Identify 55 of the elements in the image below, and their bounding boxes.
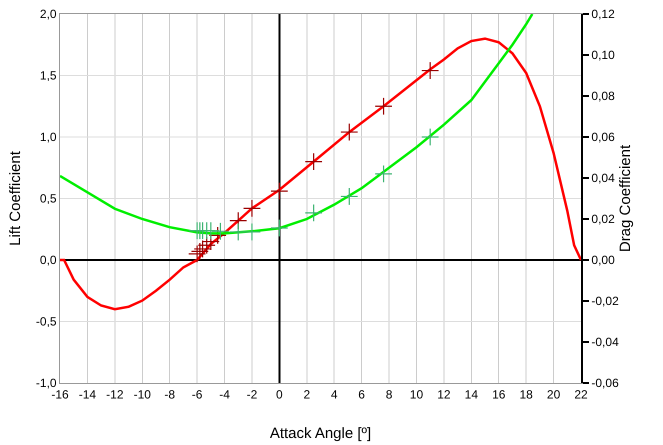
y-tick-label: 0,0 [40, 253, 57, 268]
x-tick-label: 8 [386, 387, 393, 402]
y-tick-label: 1,0 [40, 130, 57, 144]
point [374, 164, 393, 183]
y2-tick-label: 0,08 [591, 89, 616, 104]
point [270, 219, 288, 238]
y-tick-label: 1,5 [40, 68, 57, 83]
point [374, 97, 393, 116]
x-tick-label: 12 [437, 387, 451, 402]
x-tick-label: 2 [303, 387, 310, 402]
x-tick-label: 4 [330, 387, 338, 402]
point [270, 182, 288, 200]
x-tick-label: 14 [464, 387, 478, 402]
y-tick-label: 2,0 [40, 7, 57, 22]
x-tick-label: 10 [410, 387, 424, 402]
y-tick-label: -0,5 [36, 314, 57, 329]
x-tick-label: -10 [134, 387, 152, 402]
x-tick-label: 6 [358, 387, 366, 402]
x-tick-label: 16 [492, 387, 506, 402]
y2-tick-label: -0,06 [591, 376, 620, 390]
point [198, 236, 216, 254]
y2-tick-label: 0,06 [591, 130, 616, 144]
x-tick-label: 20 [546, 387, 561, 402]
x-tick-label: 0 [276, 387, 284, 402]
point [340, 123, 358, 142]
line-series [60, 14, 534, 235]
x-tick-label: 18 [519, 387, 534, 402]
point [211, 222, 230, 240]
x-tick-label: -4 [219, 387, 230, 402]
y-tick-label: 0,5 [40, 192, 57, 206]
x-tick-label: -2 [246, 387, 258, 402]
y-axis-title: Lift Coefficient [7, 150, 24, 246]
point [340, 187, 358, 206]
point [242, 199, 261, 218]
y2-tick-label: 0,02 [591, 212, 616, 226]
point [421, 62, 440, 80]
x-tick-label: -6 [192, 387, 203, 402]
y2-tick-label: 0,00 [591, 253, 616, 268]
point [421, 128, 440, 146]
x-tick-label: 22 [574, 387, 588, 402]
point [242, 222, 261, 241]
point [202, 222, 220, 240]
y2-tick-label: -0,02 [591, 294, 620, 308]
point [304, 204, 323, 222]
y2-axis-title: Drag Coefficient [617, 144, 634, 252]
y2-tick-label: 0,04 [591, 171, 616, 186]
point [194, 240, 212, 258]
y2-tick-label: 0,10 [591, 48, 616, 62]
y2-tick-label: -0,04 [591, 335, 620, 350]
y2-tick-label: 0,12 [591, 7, 616, 22]
point [304, 152, 323, 171]
x-tick-label: -12 [106, 387, 124, 402]
x-tick-label: -8 [164, 387, 176, 402]
x-tick-label: -14 [78, 387, 96, 402]
x-axis-title: Attack Angle [º] [270, 425, 372, 442]
